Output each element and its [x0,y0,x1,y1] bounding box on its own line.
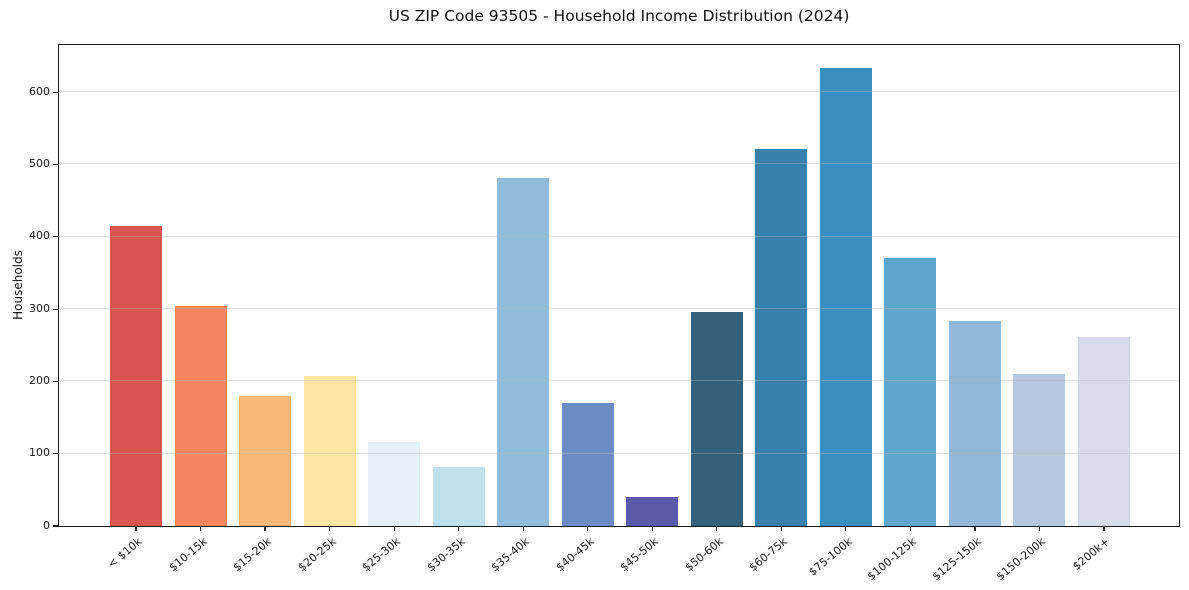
bar-40-45k [561,403,614,526]
x-tick-label: $30-35k [424,535,468,575]
bar-200k [1077,337,1130,526]
x-tick-mark [135,526,137,531]
x-tick-mark [1103,526,1105,531]
x-tick-label: $45-50k [617,535,661,575]
x-tick-label: $60-75k [746,535,791,575]
chart-title: US ZIP Code 93505 - Household Income Dis… [388,7,850,25]
x-tick-label: $125-150k [929,535,984,584]
y-tick-label: 500 [29,156,50,170]
x-tick-mark [974,526,976,531]
bar-50-60k [690,311,743,526]
gridline [59,308,1179,310]
x-tick-label: $200k+ [1070,535,1112,573]
x-tick-mark [393,526,395,531]
gridline [59,163,1179,165]
x-tick-mark [845,526,847,531]
x-tick-label: $50-60k [682,535,726,575]
bar-150-200k [1013,374,1066,526]
x-tick-mark [587,526,589,531]
x-tick-label: $40-45k [553,535,597,575]
y-tick-label: 0 [43,518,50,532]
x-tick-mark [780,526,782,531]
x-tick-label: $10-15k [166,535,210,575]
x-tick-label: $75-100k [806,535,855,579]
x-tick-mark [522,526,524,531]
bar-60-75k [755,149,808,526]
bar-10k [110,225,163,526]
x-tick-mark [458,526,460,531]
x-tick-label: $35-40k [488,535,532,575]
gridline [59,235,1179,237]
bar-10-15k [174,306,227,526]
x-tick-mark [716,526,718,531]
bar-20-25k [303,376,356,526]
bar-30-35k [432,466,485,526]
x-tick-mark [329,526,331,531]
y-axis-label: Households [11,250,25,320]
bar-100-125k [884,258,937,526]
gridline [59,452,1179,454]
y-tick-label: 600 [29,84,50,98]
y-tick-mark [53,525,58,527]
x-tick-mark [264,526,266,531]
bar-45-50k [626,497,679,526]
x-tick-label: $150-200k [994,535,1049,584]
y-tick-mark [53,380,58,382]
bar-25-30k [368,442,421,526]
plot-area: 0 100 200 300 400 500 600 < $10k $10-15k $15-20k $… [29,44,1180,583]
y-tick-mark [53,308,58,310]
bar-15-20k [239,395,292,526]
gridline [59,91,1179,93]
y-tick-label: 400 [29,229,50,243]
bar-35-40k [497,177,550,526]
x-tick-label: $20-25k [295,535,339,575]
bar-75-100k [819,67,872,526]
x-tick-mark [199,526,202,531]
x-tick-label: < $10k [105,535,145,571]
y-tick-label: 100 [29,446,50,460]
y-tick-mark [53,453,58,455]
x-tick-label: $25-30k [359,535,403,575]
y-tick-label: 200 [29,373,50,387]
y-tick-mark [53,236,58,238]
x-tick-label: $15-20k [230,535,274,575]
bar-125-150k [948,321,1001,526]
y-tick-mark [53,91,58,93]
x-tick-mark [651,526,653,531]
gridline [59,380,1179,382]
y-tick-label: 300 [29,301,50,315]
x-tick-mark [1038,526,1041,531]
x-tick-label: $100-125k [865,535,920,584]
x-tick-mark [909,526,911,531]
y-tick-mark [53,163,58,166]
